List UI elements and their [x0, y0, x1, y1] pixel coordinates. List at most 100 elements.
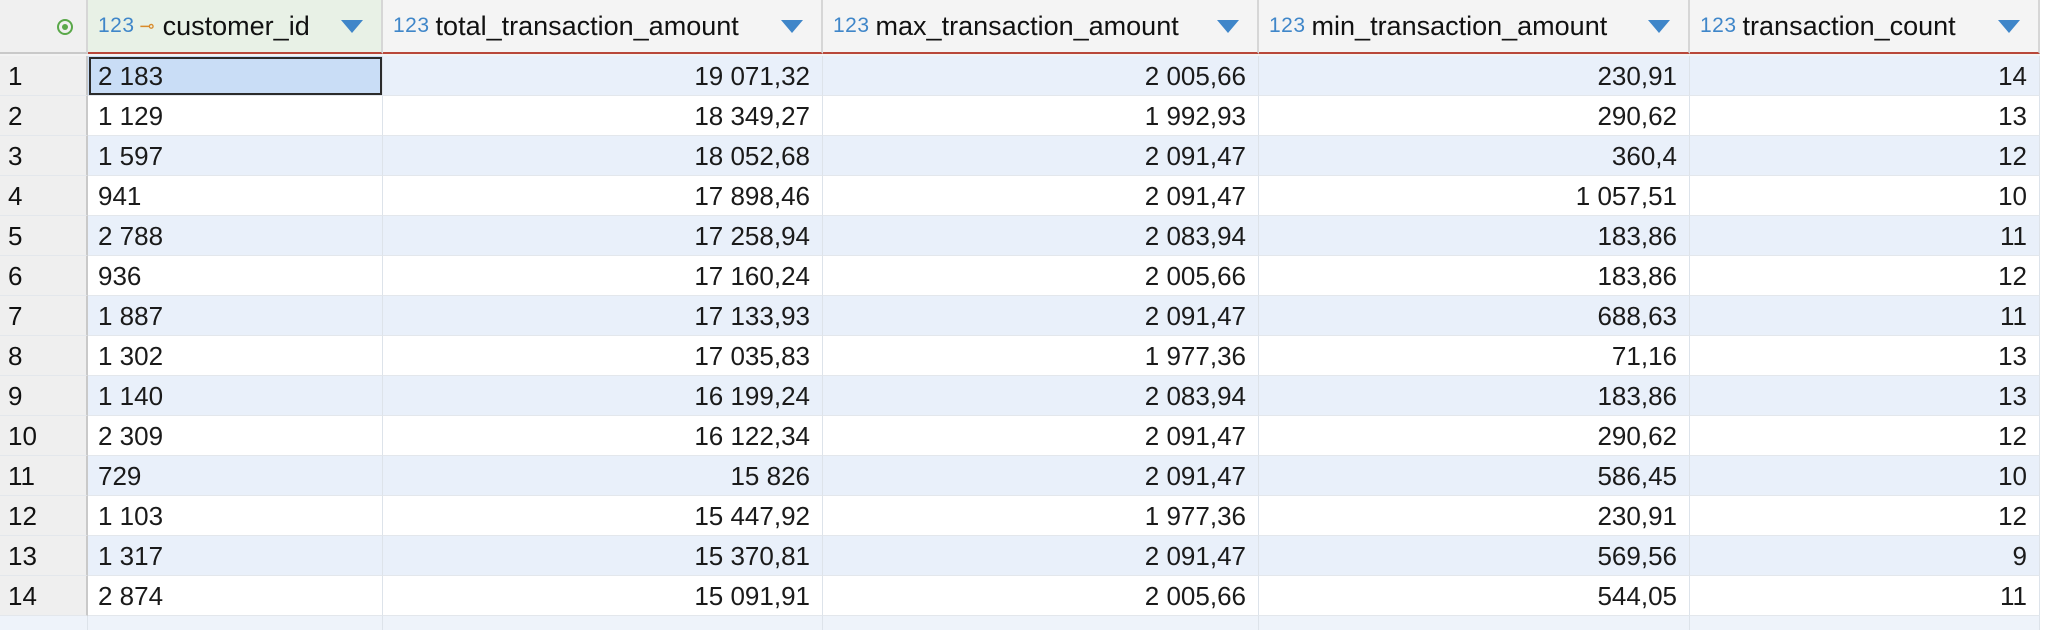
cell-min-transaction-amount[interactable]: 290,62 [1259, 416, 1690, 456]
row-number[interactable]: 4 [0, 176, 88, 216]
row-number[interactable]: 13 [0, 536, 88, 576]
cell-min-transaction-amount[interactable]: 183,86 [1259, 216, 1690, 256]
sort-dropdown-icon[interactable] [781, 20, 803, 33]
row-number[interactable]: 10 [0, 416, 88, 456]
cell-min-transaction-amount[interactable]: 290,62 [1259, 96, 1690, 136]
cell-transaction-count[interactable]: 13 [1690, 96, 2040, 136]
cell-min-transaction-amount[interactable]: 544,05 [1259, 576, 1690, 616]
cell-transaction-count[interactable]: 11 [1690, 216, 2040, 256]
cell-max-transaction-amount[interactable]: 2 091,47 [823, 136, 1259, 176]
cell-total-transaction-amount[interactable]: 16 122,34 [383, 416, 823, 456]
cell-min-transaction-amount[interactable]: 569,56 [1259, 536, 1690, 576]
cell-customer-id[interactable]: 1 103 [88, 496, 383, 536]
cell-customer-id[interactable]: 2 309 [88, 416, 383, 456]
row-number-header[interactable] [0, 0, 88, 54]
row-number[interactable]: 6 [0, 256, 88, 296]
cell-total-transaction-amount[interactable]: 17 258,94 [383, 216, 823, 256]
cell-max-transaction-amount[interactable]: 2 091,47 [823, 296, 1259, 336]
cell-total-transaction-amount[interactable]: 17 133,93 [383, 296, 823, 336]
cell-total-transaction-amount[interactable]: 17 035,83 [383, 336, 823, 376]
column-header-min-transaction-amount[interactable]: 123 min_transaction_amount [1259, 0, 1690, 54]
cell-min-transaction-amount[interactable]: 183,86 [1259, 256, 1690, 296]
cell-customer-id[interactable]: 2 874 [88, 576, 383, 616]
table-row[interactable]: 6 936 17 160,24 2 005,66 183,86 12 [0, 256, 2048, 296]
cell-customer-id[interactable]: 1 887 [88, 296, 383, 336]
cell-total-transaction-amount[interactable]: 18 052,68 [383, 136, 823, 176]
row-number[interactable]: 5 [0, 216, 88, 256]
cell-customer-id[interactable]: 1 317 [88, 536, 383, 576]
cell-total-transaction-amount[interactable]: 17 898,46 [383, 176, 823, 216]
cell-total-transaction-amount[interactable]: 15 091,91 [383, 576, 823, 616]
row-number[interactable]: 7 [0, 296, 88, 336]
table-row[interactable]: 11 729 15 826 2 091,47 586,45 10 [0, 456, 2048, 496]
sort-dropdown-icon[interactable] [1998, 20, 2020, 33]
cell-transaction-count[interactable]: 9 [1690, 536, 2040, 576]
cell-max-transaction-amount[interactable]: 1 977,36 [823, 496, 1259, 536]
row-number[interactable]: 9 [0, 376, 88, 416]
column-header-transaction-count[interactable]: 123 transaction_count [1690, 0, 2040, 54]
cell-transaction-count[interactable]: 13 [1690, 336, 2040, 376]
table-row[interactable]: 14 2 874 15 091,91 2 005,66 544,05 11 [0, 576, 2048, 616]
cell-max-transaction-amount[interactable]: 2 091,47 [823, 416, 1259, 456]
cell-total-transaction-amount[interactable]: 15 370,81 [383, 536, 823, 576]
cell-transaction-count[interactable]: 12 [1690, 256, 2040, 296]
cell-customer-id[interactable]: 1 129 [88, 96, 383, 136]
cell-min-transaction-amount[interactable]: 586,45 [1259, 456, 1690, 496]
cell-total-transaction-amount[interactable]: 19 071,32 [383, 56, 823, 96]
cell-transaction-count[interactable]: 14 [1690, 56, 2040, 96]
column-header-customer-id[interactable]: 123 ⊸ customer_id [88, 0, 383, 54]
row-number[interactable]: 11 [0, 456, 88, 496]
row-number[interactable]: 12 [0, 496, 88, 536]
cell-transaction-count[interactable]: 12 [1690, 496, 2040, 536]
cell-customer-id[interactable]: 2 788 [88, 216, 383, 256]
cell-transaction-count[interactable]: 10 [1690, 456, 2040, 496]
sort-dropdown-icon[interactable] [1648, 20, 1670, 33]
cell-max-transaction-amount[interactable]: 1 977,36 [823, 336, 1259, 376]
cell-min-transaction-amount[interactable]: 183,86 [1259, 376, 1690, 416]
cell-transaction-count[interactable]: 12 [1690, 136, 2040, 176]
cell-customer-id[interactable]: 2 183 [88, 56, 383, 96]
cell-total-transaction-amount[interactable]: 18 349,27 [383, 96, 823, 136]
cell-total-transaction-amount[interactable]: 15 447,92 [383, 496, 823, 536]
cell-transaction-count[interactable]: 10 [1690, 176, 2040, 216]
row-number[interactable]: 14 [0, 576, 88, 616]
cell-max-transaction-amount[interactable]: 2 005,66 [823, 256, 1259, 296]
cell-transaction-count[interactable]: 13 [1690, 376, 2040, 416]
cell-min-transaction-amount[interactable]: 230,91 [1259, 496, 1690, 536]
column-header-total-transaction-amount[interactable]: 123 total_transaction_amount [383, 0, 823, 54]
row-number[interactable]: 3 [0, 136, 88, 176]
cell-max-transaction-amount[interactable]: 2 091,47 [823, 536, 1259, 576]
cell-min-transaction-amount[interactable]: 688,63 [1259, 296, 1690, 336]
cell-min-transaction-amount[interactable]: 230,91 [1259, 56, 1690, 96]
table-row[interactable]: 4 941 17 898,46 2 091,47 1 057,51 10 [0, 176, 2048, 216]
cell-transaction-count[interactable]: 12 [1690, 416, 2040, 456]
cell-customer-id[interactable]: 936 [88, 256, 383, 296]
table-row[interactable]: 10 2 309 16 122,34 2 091,47 290,62 12 [0, 416, 2048, 456]
cell-customer-id[interactable]: 729 [88, 456, 383, 496]
cell-max-transaction-amount[interactable]: 2 091,47 [823, 176, 1259, 216]
cell-customer-id[interactable]: 1 597 [88, 136, 383, 176]
cell-min-transaction-amount[interactable]: 360,4 [1259, 136, 1690, 176]
sort-dropdown-icon[interactable] [341, 20, 363, 33]
cell-transaction-count[interactable]: 11 [1690, 296, 2040, 336]
cell-customer-id[interactable]: 941 [88, 176, 383, 216]
sort-dropdown-icon[interactable] [1217, 20, 1239, 33]
cell-customer-id[interactable]: 1 302 [88, 336, 383, 376]
select-all-icon[interactable] [57, 19, 73, 35]
cell-transaction-count[interactable]: 11 [1690, 576, 2040, 616]
cell-total-transaction-amount[interactable]: 17 160,24 [383, 256, 823, 296]
row-number[interactable]: 2 [0, 96, 88, 136]
cell-customer-id[interactable]: 1 140 [88, 376, 383, 416]
cell-max-transaction-amount[interactable]: 2 083,94 [823, 376, 1259, 416]
cell-max-transaction-amount[interactable]: 1 992,93 [823, 96, 1259, 136]
cell-max-transaction-amount[interactable]: 2 005,66 [823, 56, 1259, 96]
row-number[interactable]: 1 [0, 56, 88, 96]
cell-min-transaction-amount[interactable]: 71,16 [1259, 336, 1690, 376]
row-number[interactable]: 8 [0, 336, 88, 376]
